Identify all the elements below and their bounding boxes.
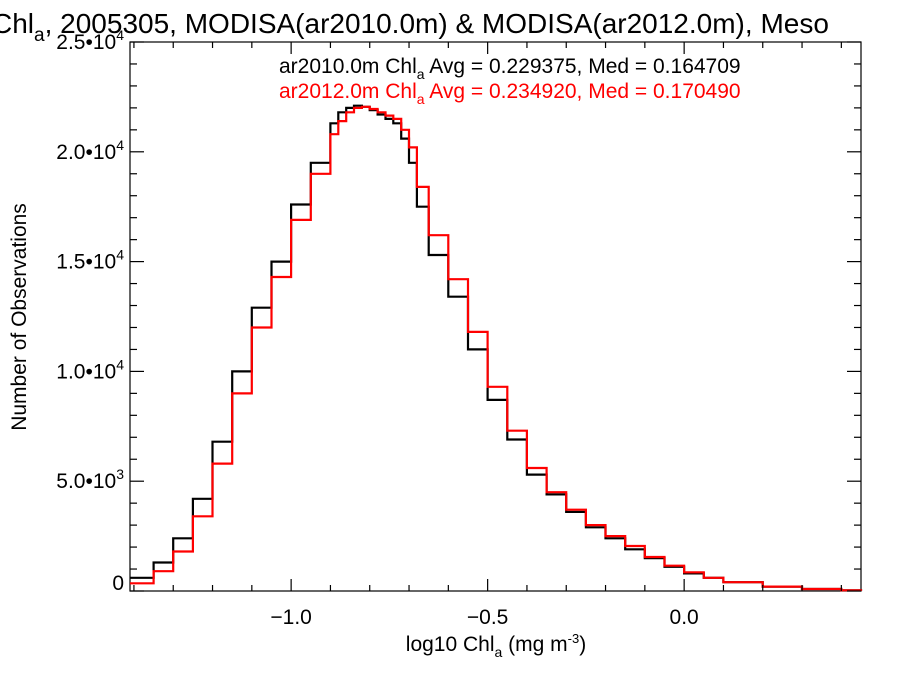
x-axis-label: log10 Chla (mg m-3) [406, 631, 586, 660]
x-tick-label: −1.0 [270, 606, 311, 629]
legend-entry-ar2012: ar2012.0m Chla Avg = 0.234920, Med = 0.1… [279, 80, 741, 107]
series-layer [130, 104, 863, 592]
series-line-ar2012.0m [130, 105, 863, 592]
y-axis-label: Number of Observations [8, 203, 31, 431]
x-tick-label: −0.5 [467, 606, 508, 629]
legend-entry-ar2010: ar2010.0m Chla Avg = 0.229375, Med = 0.1… [279, 55, 741, 82]
x-tick-label: 0.0 [670, 606, 699, 629]
tick-layer: −1.0 −0.5 0.0 0 5.0•103 1.0•104 1.5•104 2.0•104… [56, 27, 861, 629]
plot-frame [129, 41, 862, 592]
y-tick-label: 2.0•104 [56, 137, 124, 164]
y-tick-label: 1.5•104 [56, 247, 124, 274]
chart-title: Chla, 2005305, MODISA(ar2010.0m) & MODIS… [0, 8, 829, 46]
y-tick-label: 5.0•103 [56, 466, 124, 493]
y-tick-label: 1.0•104 [56, 356, 124, 383]
y-tick-label: 2.5•104 [56, 27, 124, 54]
y-tick-label: 0 [112, 572, 124, 595]
